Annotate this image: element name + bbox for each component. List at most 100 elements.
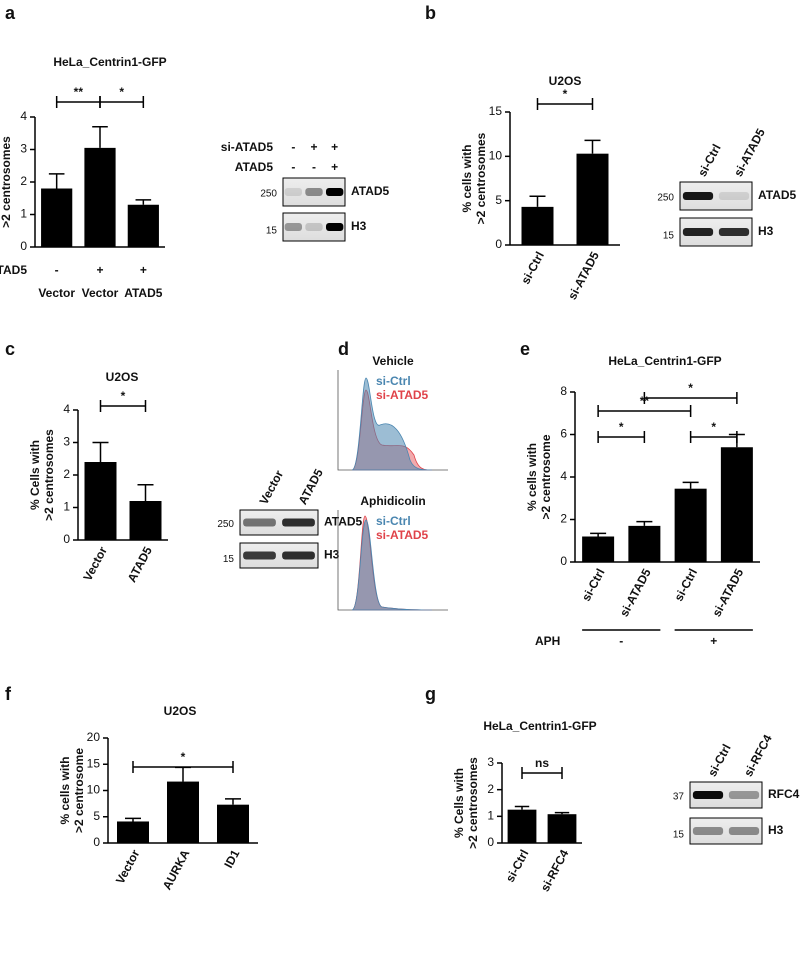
blot-band	[718, 192, 750, 200]
y-axis-label: >2 centrosomes	[466, 757, 480, 849]
band-label: ATAD5	[351, 184, 390, 198]
significance-label: *	[619, 420, 624, 434]
error-bar	[135, 199, 152, 205]
marker-label: 250	[657, 193, 674, 204]
error-bar	[529, 195, 546, 207]
y-tick-label: 2	[20, 174, 27, 188]
marker-label: 15	[673, 830, 685, 841]
y-tick-label: 1	[63, 500, 70, 514]
significance-label: *	[563, 87, 568, 101]
y-tick-label: 10	[489, 149, 503, 163]
x-tick-label: Vector	[38, 286, 75, 300]
y-tick-label: 0	[560, 554, 567, 568]
x-tick-label: ATAD5	[125, 544, 155, 585]
blot-band	[325, 223, 344, 231]
significance-bracket	[99, 400, 147, 412]
error-bar	[225, 798, 241, 805]
bar	[117, 821, 149, 843]
flow-title: Vehicle	[372, 354, 414, 368]
blot-band	[284, 223, 303, 231]
error-bar	[137, 484, 154, 501]
bar	[84, 147, 116, 247]
x-tick-label: si-Ctrl	[671, 566, 700, 603]
x-tick-label: Vector	[80, 544, 110, 583]
significance-label: *	[711, 420, 716, 434]
row-label: -	[312, 160, 316, 174]
row-label: +	[140, 263, 147, 277]
significance-bracket	[132, 761, 234, 773]
error-bar	[175, 766, 191, 782]
y-tick-label: 0	[487, 835, 494, 849]
error-bar	[584, 139, 601, 154]
chart-title: HeLa_Centrin1-GFP	[608, 354, 721, 368]
row-name: ATAD5	[235, 160, 274, 174]
bar	[507, 809, 537, 843]
y-tick-label: 3	[63, 435, 70, 449]
y-axis-label: % Cells with	[28, 440, 42, 510]
y-tick-label: 3	[20, 142, 27, 156]
group-name: APH	[535, 634, 560, 648]
y-tick-label: 4	[20, 109, 27, 123]
band-label: H3	[324, 548, 340, 562]
y-tick-label: 2	[487, 782, 494, 796]
x-tick-label: si-ATAD5	[709, 566, 746, 619]
y-tick-label: 1	[20, 207, 27, 221]
marker-label: 15	[663, 231, 675, 242]
error-bar	[125, 817, 141, 822]
band-label: H3	[351, 219, 367, 233]
lane-label: si-Ctrl	[705, 742, 734, 779]
blot-band	[243, 518, 276, 527]
chart-title: U2OS	[106, 370, 139, 384]
significance-label: **	[74, 85, 84, 99]
chart-title: HeLa_Centrin1-GFP	[483, 719, 596, 733]
y-axis-label: % cells with	[58, 756, 72, 824]
row-label: -	[291, 140, 295, 154]
y-tick-label: 1	[487, 809, 494, 823]
flow-legend: si-Ctrl	[376, 374, 411, 388]
panel-label: c	[5, 339, 15, 359]
x-tick-label: si-Ctrl	[503, 847, 532, 884]
x-tick-label: si-ATAD5	[565, 249, 602, 302]
marker-label: 250	[217, 519, 234, 530]
bar	[167, 781, 199, 843]
group-label: +	[710, 634, 717, 648]
bar	[84, 462, 117, 540]
significance-bracket	[643, 392, 738, 404]
y-tick-label: 5	[93, 809, 100, 823]
panel-label: b	[425, 3, 436, 23]
bar	[674, 488, 707, 562]
bar	[129, 501, 162, 540]
x-tick-label: si-Ctrl	[579, 566, 608, 603]
band-label: ATAD5	[758, 188, 797, 202]
x-tick-label: AURKA	[160, 847, 193, 892]
marker-label: 15	[266, 226, 278, 237]
bar	[547, 814, 577, 843]
significance-label: *	[181, 750, 186, 764]
x-tick-label: ID1	[221, 847, 242, 870]
flow-title: Aphidicolin	[360, 494, 425, 508]
blot-band	[284, 188, 303, 196]
x-tick-label: Vector	[82, 286, 119, 300]
x-tick-label: ATAD5	[124, 286, 163, 300]
row-label: +	[310, 140, 317, 154]
blot-panel	[689, 817, 763, 845]
y-tick-label: 6	[560, 427, 567, 441]
lane-label: ATAD5	[296, 466, 326, 507]
y-tick-label: 2	[63, 467, 70, 481]
y-axis-label: % cells with	[525, 443, 539, 511]
blot-band	[728, 791, 760, 799]
significance-label: *	[688, 381, 693, 395]
significance-label: **	[640, 394, 650, 408]
chart-title: HeLa_Centrin1-GFP	[53, 55, 166, 69]
significance-bracket	[536, 98, 594, 110]
flow-legend: si-ATAD5	[376, 388, 429, 402]
y-tick-label: 5	[495, 193, 502, 207]
lane-label: Vector	[257, 468, 287, 507]
error-bar	[590, 532, 607, 537]
error-bar	[92, 126, 108, 148]
lane-label: si-RFC4	[741, 732, 775, 779]
significance-label: *	[119, 85, 124, 99]
significance-label: *	[121, 389, 126, 403]
y-tick-label: 15	[87, 756, 101, 770]
